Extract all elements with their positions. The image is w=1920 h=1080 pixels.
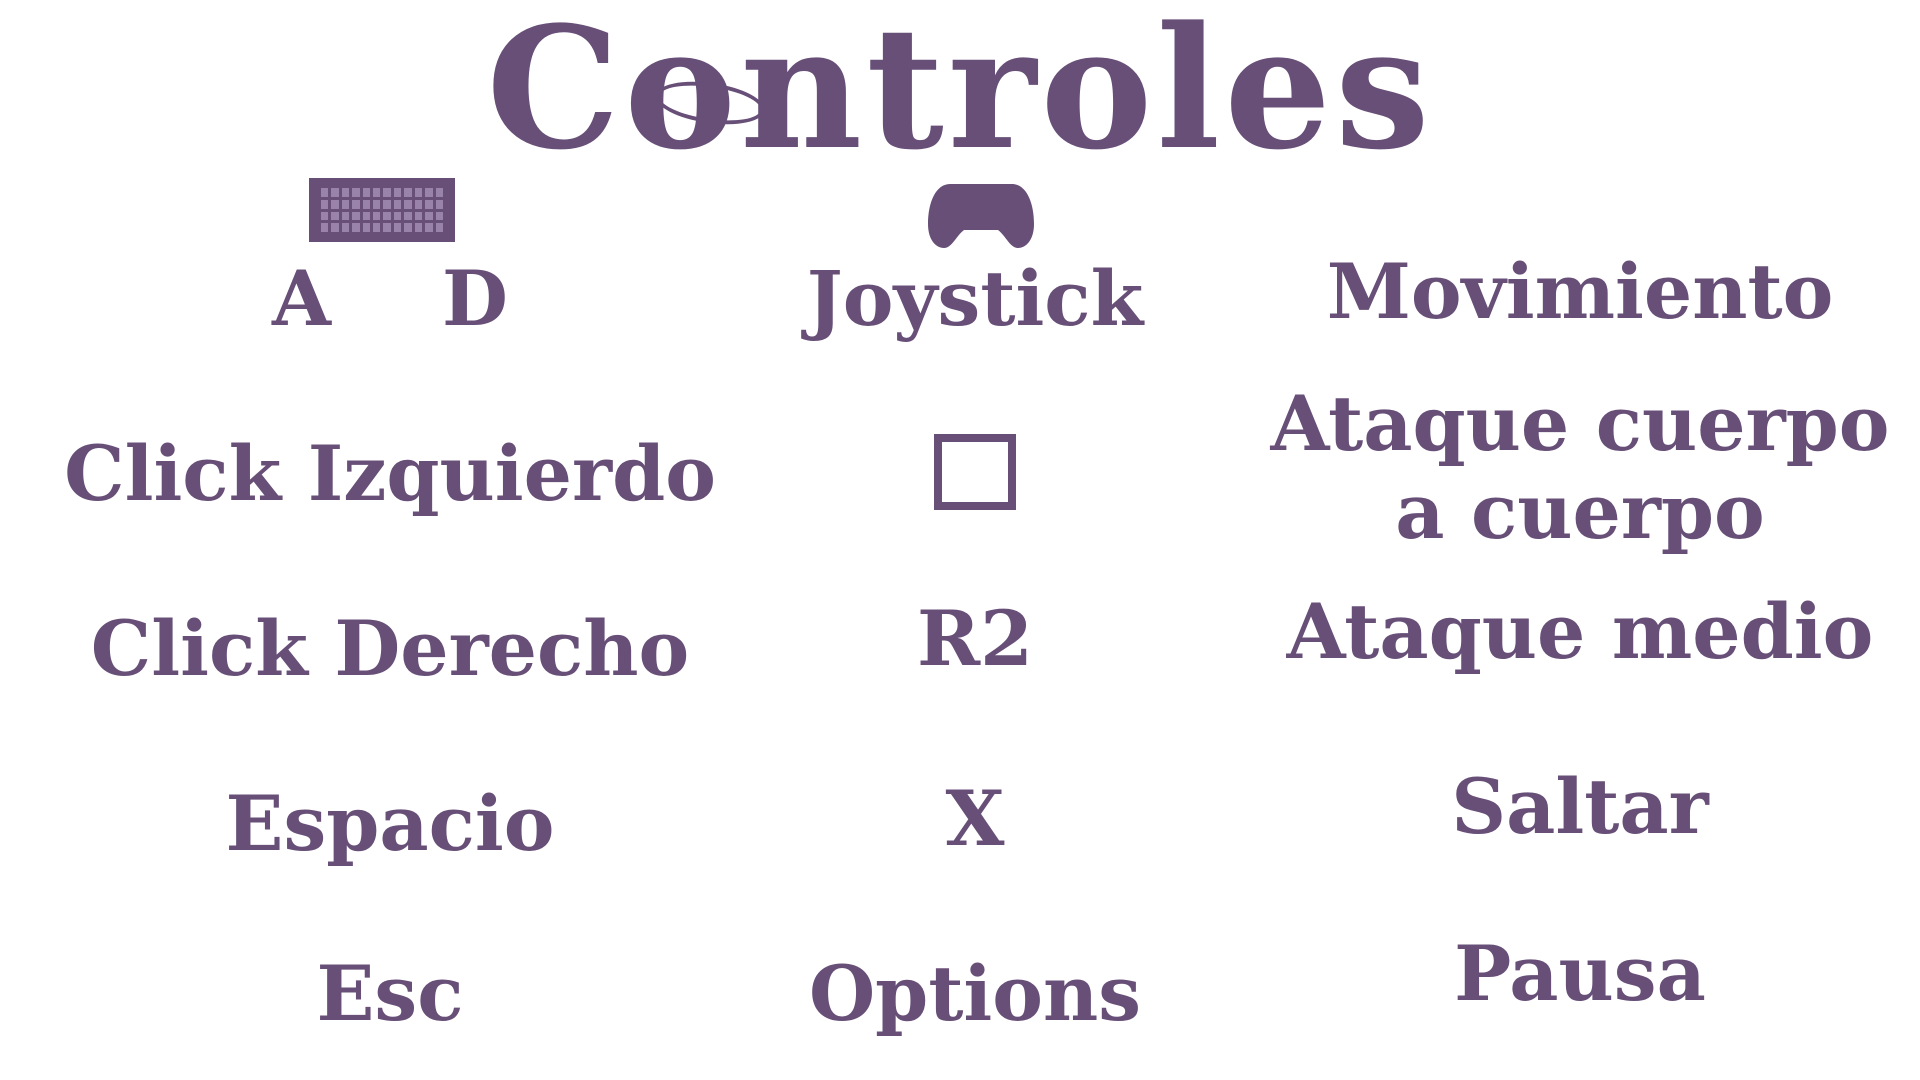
jump-keyboard-label: Espacio [225, 779, 555, 868]
jump-gamepad-label: X [945, 774, 1005, 863]
page-title: Controles [486, 0, 1434, 187]
pause-action-label: Pausa [1454, 929, 1706, 1018]
pause-keyboard-label: Esc [316, 949, 464, 1038]
key-a-label: A [272, 254, 331, 343]
melee-action-label-line1: Ataque cuerpo [1270, 379, 1890, 468]
movement-gamepad-label: Joystick [806, 254, 1144, 343]
melee-action-label-line2: a cuerpo [1395, 467, 1765, 556]
keyboard-icon [309, 178, 455, 242]
pause-gamepad-label: Options [808, 949, 1142, 1038]
key-d-label: D [442, 254, 508, 343]
movement-action-label: Movimiento [1326, 247, 1834, 336]
movement-keyboard-keys: A D [260, 255, 520, 345]
jump-action-label: Saltar [1451, 762, 1709, 851]
mid-attack-keyboard-label: Click Derecho [90, 604, 690, 693]
mid-attack-gamepad-label: R2 [916, 594, 1034, 683]
gamepad-icon [928, 184, 1034, 248]
mid-attack-action-label: Ataque medio [1286, 587, 1874, 676]
melee-keyboard-label: Click Izquierdo [64, 429, 716, 518]
square-button-icon [934, 434, 1016, 510]
